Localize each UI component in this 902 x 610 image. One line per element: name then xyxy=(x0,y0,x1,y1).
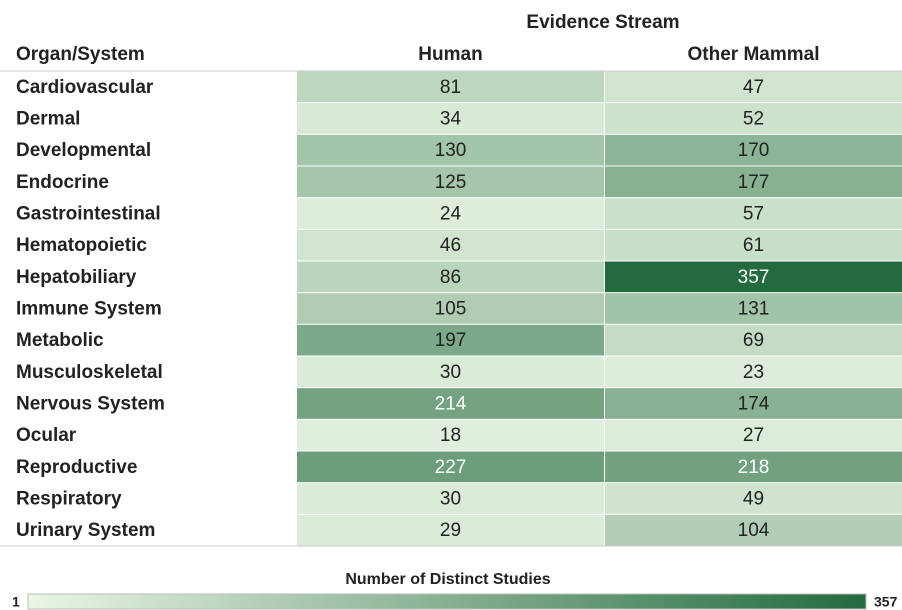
cell xyxy=(297,103,604,134)
cell-label: 24 xyxy=(440,204,462,225)
row-label: Dermal xyxy=(16,109,80,130)
cell-label: 29 xyxy=(440,520,461,541)
row-label: Respiratory xyxy=(16,489,122,510)
cell-label: 30 xyxy=(440,489,461,510)
colorbar-min: 1 xyxy=(12,594,20,610)
cell xyxy=(297,166,604,198)
cell xyxy=(605,419,902,451)
row-label: Endocrine xyxy=(16,172,109,193)
cell xyxy=(605,198,902,229)
colorbar-title: Number of Distinct Studies xyxy=(345,571,550,588)
cell-label: 174 xyxy=(738,394,770,415)
cell-label: 105 xyxy=(435,299,467,320)
cell xyxy=(605,229,902,261)
cell-label: 357 xyxy=(738,267,770,288)
cell xyxy=(605,134,902,166)
cell xyxy=(297,483,604,514)
cell xyxy=(605,451,902,483)
cell xyxy=(297,514,604,546)
cell xyxy=(297,451,604,483)
cell-label: 69 xyxy=(743,330,764,351)
cell-label: 30 xyxy=(440,362,461,383)
cell xyxy=(297,71,604,103)
cell xyxy=(297,388,604,419)
cell-label: 46 xyxy=(440,235,461,256)
colorbar xyxy=(27,593,867,610)
cell xyxy=(297,324,604,356)
cell-label: 86 xyxy=(440,267,461,288)
cell xyxy=(297,293,604,324)
colorbar-max: 357 xyxy=(874,594,898,610)
cell-label: 57 xyxy=(743,204,764,225)
cell xyxy=(605,483,902,514)
cell-label: 34 xyxy=(440,109,462,130)
cell xyxy=(297,198,604,229)
cell xyxy=(297,261,604,293)
row-label: Musculoskeletal xyxy=(16,362,163,383)
cell xyxy=(605,71,902,103)
cell-label: 52 xyxy=(743,109,764,130)
row-label: Gastrointestinal xyxy=(16,204,161,225)
row-label: Nervous System xyxy=(16,394,165,415)
cell-label: 197 xyxy=(435,330,467,351)
cell-label: 227 xyxy=(435,457,467,478)
row-label: Ocular xyxy=(16,425,77,446)
cell xyxy=(605,166,902,198)
cell xyxy=(605,261,902,293)
cell-label: 81 xyxy=(440,77,461,98)
cell xyxy=(605,514,902,546)
cell xyxy=(297,356,604,388)
cell xyxy=(605,356,902,388)
cell-label: 47 xyxy=(743,77,764,98)
cell-label: 214 xyxy=(435,394,467,415)
row-header: Organ/System xyxy=(16,44,145,65)
column-header: Human xyxy=(418,44,482,65)
cell xyxy=(605,293,902,324)
cell-label: 131 xyxy=(738,299,770,320)
cell-label: 125 xyxy=(435,172,467,193)
table-title: Evidence Stream xyxy=(526,12,679,33)
cell-label: 130 xyxy=(435,140,467,161)
row-label: Hepatobiliary xyxy=(16,267,137,288)
cell-label: 61 xyxy=(743,235,764,256)
cell xyxy=(297,134,604,166)
column-header: Other Mammal xyxy=(688,44,820,65)
cell-label: 49 xyxy=(743,489,764,510)
row-label: Developmental xyxy=(16,140,151,161)
cell-label: 23 xyxy=(743,362,764,383)
cell xyxy=(605,324,902,356)
row-label: Urinary System xyxy=(16,520,155,541)
cell-label: 27 xyxy=(743,425,764,446)
row-label: Reproductive xyxy=(16,457,137,478)
cell-label: 18 xyxy=(440,425,461,446)
cell xyxy=(605,388,902,419)
cell-label: 170 xyxy=(738,140,770,161)
row-label: Immune System xyxy=(16,299,162,320)
cell-label: 218 xyxy=(738,457,770,478)
cell-label: 177 xyxy=(738,172,770,193)
row-label: Cardiovascular xyxy=(16,77,154,98)
cell xyxy=(605,103,902,134)
cell xyxy=(297,419,604,451)
row-label: Hematopoietic xyxy=(16,235,147,256)
row-label: Metabolic xyxy=(16,330,104,351)
cell-label: 104 xyxy=(738,520,770,541)
cell xyxy=(297,229,604,261)
